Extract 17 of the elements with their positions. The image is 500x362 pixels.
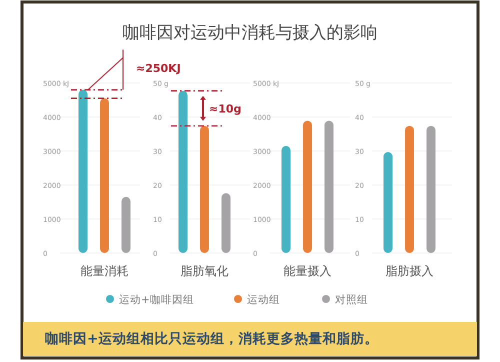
bar (78, 90, 88, 253)
annotation: ≈10g (209, 102, 242, 116)
bar (122, 196, 130, 253)
legend-label: 对照组 (335, 293, 368, 306)
legend-label: 运动+咖啡因组 (119, 293, 194, 306)
text: ≈250KJ (136, 62, 181, 75)
x-tick-label: 能量摄入 (284, 264, 332, 278)
bar (100, 98, 109, 253)
bar (222, 193, 230, 253)
x-tick-label: 能量消耗 (80, 264, 128, 278)
bar (178, 90, 188, 253)
bar (200, 126, 209, 253)
text: 咖啡因对运动中消耗与摄入的影响 (122, 23, 378, 43)
x-tick-label: 脂肪氧化 (180, 264, 228, 278)
legend-label: 运动组 (247, 293, 280, 306)
text: 咖啡因+运动组相比只运动组，消耗更多热量和脂肪。 (45, 330, 378, 347)
x-tick-label: 脂肪摄入 (386, 264, 434, 278)
